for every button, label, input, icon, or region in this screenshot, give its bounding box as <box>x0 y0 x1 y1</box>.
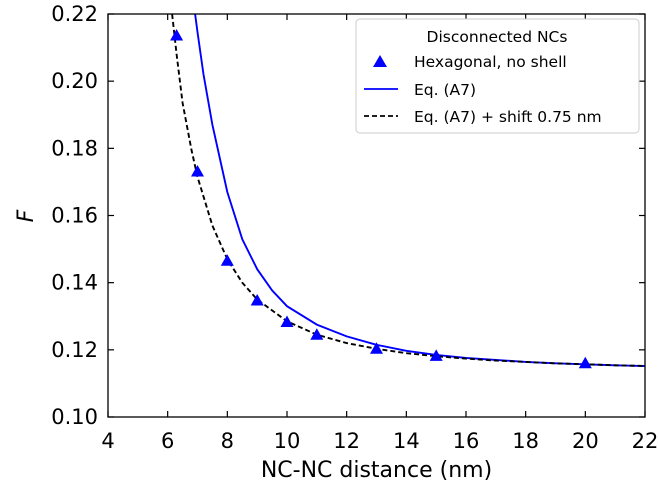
hexagonal-data-point <box>250 294 264 306</box>
legend-frame <box>355 18 640 134</box>
hexagonal-data-point <box>578 356 592 369</box>
x-tick-label: 12 <box>333 429 360 453</box>
legend-marker-hexagonal <box>373 55 387 67</box>
plot-area <box>170 14 645 369</box>
hexagonal-data-point <box>191 165 204 177</box>
legend-title: Disconnected NCs <box>427 28 568 46</box>
legend-label-eq-a7: Eq. (A7) <box>414 81 476 99</box>
y-tick-label: 0.16 <box>51 204 98 228</box>
x-tick-label: 6 <box>161 429 174 453</box>
y-axis-label: F <box>14 209 39 222</box>
hexagonal-data-point <box>370 342 383 354</box>
hexagonal-data-point <box>310 328 324 340</box>
tick-labels: 4 6 8 10 12 14 16 18 20 22 0.10 0.12 0.14 0.16 0.18 0.2… <box>51 2 658 453</box>
hexagonal-data-point <box>280 315 294 327</box>
y-tick-label: 0.10 <box>51 405 98 429</box>
eq-a7-shift-line <box>171 14 645 367</box>
hexagonal-data-point <box>429 349 443 361</box>
hexagonal-data-point <box>220 254 234 266</box>
x-tick-label: 10 <box>274 429 301 453</box>
plot-frame <box>107 13 646 418</box>
x-tick-label: 8 <box>221 429 234 453</box>
y-tick-label: 0.18 <box>51 136 98 160</box>
legend-label-eq-a7-shift: Eq. (A7) + shift 0.75 nm <box>414 108 602 126</box>
y-tick-label: 0.12 <box>51 338 98 362</box>
y-tick-label: 0.20 <box>51 69 98 93</box>
x-tick-label: 18 <box>512 429 539 453</box>
x-tick-label: 4 <box>101 429 114 453</box>
y-tick-label: 0.22 <box>51 2 98 26</box>
y-tick-label: 0.14 <box>51 271 98 295</box>
legend-label-hexagonal: Hexagonal, no shell <box>414 53 567 71</box>
x-tick-label: 22 <box>632 429 659 453</box>
legend: Disconnected NCs Hexagonal, no shell Eq.… <box>355 18 640 134</box>
x-tick-label: 14 <box>393 429 420 453</box>
x-axis-label: NC-NC distance (nm) <box>261 458 492 483</box>
x-tick-label: 16 <box>453 429 480 453</box>
x-tick-label: 20 <box>572 429 599 453</box>
hexagonal-data-point <box>170 29 184 41</box>
